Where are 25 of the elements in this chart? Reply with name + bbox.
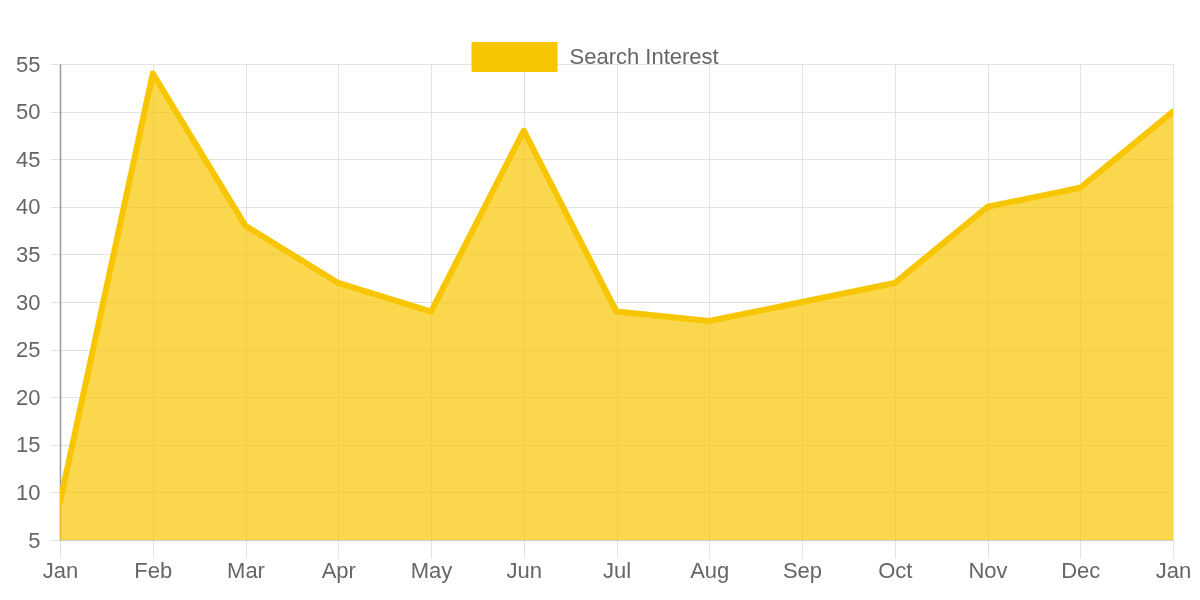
x-tick-label: Aug <box>690 557 730 583</box>
x-tick-label: Jan <box>42 557 79 583</box>
x-tick-label: Sep <box>782 557 823 583</box>
y-tick-label: 40 <box>16 194 41 220</box>
y-tick-label: 50 <box>16 99 41 125</box>
x-tick-label: Jun <box>506 557 542 583</box>
x-tick-label: Jan <box>1155 557 1192 583</box>
x-tick-label: Nov <box>968 557 1008 583</box>
y-tick-label: 10 <box>16 479 41 505</box>
y-tick-label: 25 <box>16 337 41 363</box>
legend-label: Search Interest <box>569 44 719 69</box>
x-tick-label: Oct <box>878 557 913 583</box>
y-tick-label: 20 <box>16 384 41 410</box>
y-tick-label: 35 <box>16 241 41 267</box>
x-tick-label: May <box>410 557 453 583</box>
y-tick-label: 15 <box>16 432 41 458</box>
y-tick-label: 45 <box>16 146 41 172</box>
y-tick-label: 55 <box>16 51 41 77</box>
x-tick-label: Feb <box>134 557 173 583</box>
y-tick-label: 30 <box>16 289 41 315</box>
x-tick-label: Mar <box>227 557 265 583</box>
x-tick-label: Apr <box>321 557 356 583</box>
x-tick-label: Jul <box>602 557 632 583</box>
y-tick-label: 5 <box>28 527 41 553</box>
x-tick-label: Dec <box>1061 557 1101 583</box>
